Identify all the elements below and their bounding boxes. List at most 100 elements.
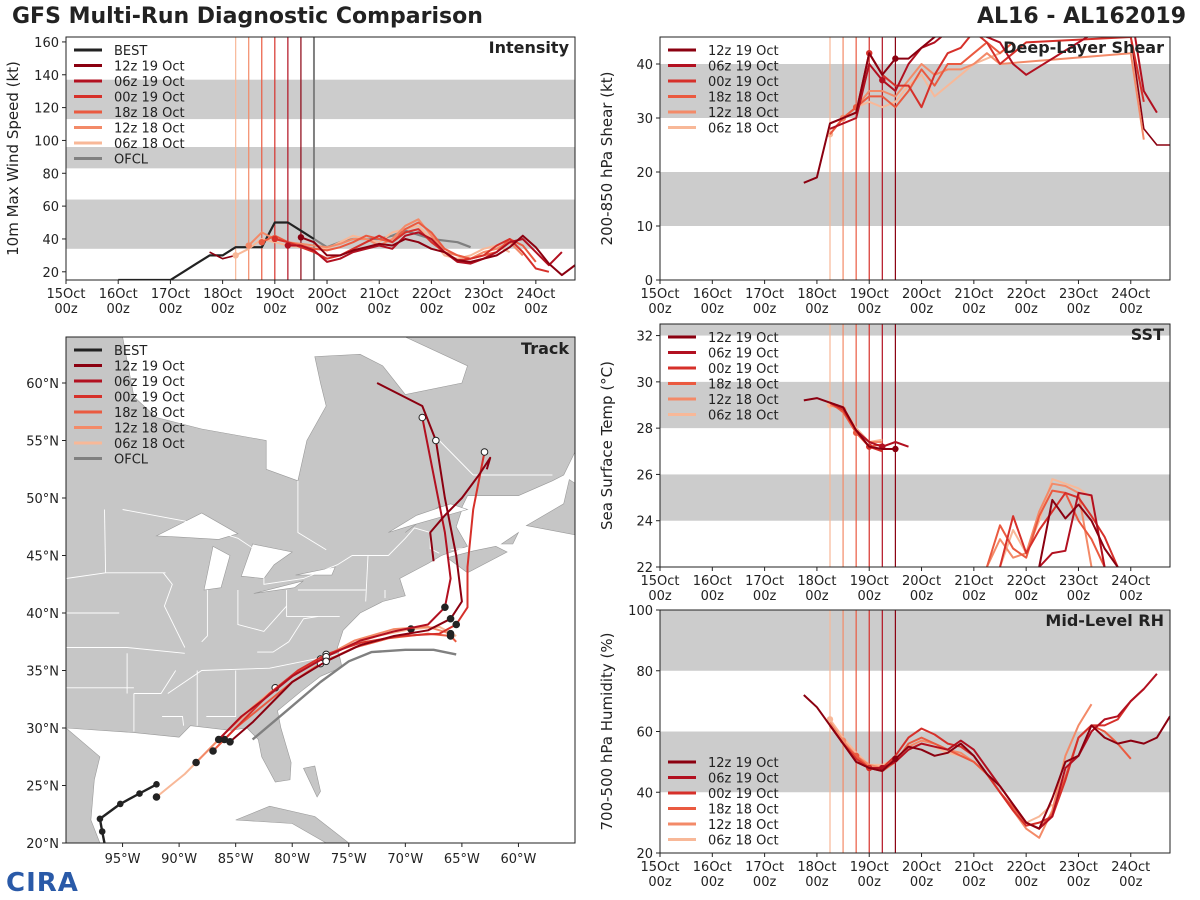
track-hook: [429, 456, 492, 562]
init-dot-0: [892, 445, 899, 453]
xtick-label: 18Oct: [797, 860, 836, 875]
border-11: [237, 590, 287, 632]
panel-intensity: 2040608010012014016015Oct00z16Oct00z17Oc…: [4, 36, 576, 317]
border-21: [450, 532, 474, 551]
border-0: [122, 509, 440, 585]
xtick-label: 19Oct: [850, 860, 889, 875]
cira-logo: CIRA: [6, 868, 79, 898]
legend-label: 12z 18 Oct: [708, 106, 779, 121]
band-1: [66, 147, 575, 169]
xtick-label: 19Oct: [850, 574, 889, 589]
xtick-label: 00z: [1014, 875, 1038, 890]
ytick-label: 100: [34, 134, 59, 149]
init-dot-5: [232, 252, 239, 259]
land-0: [66, 337, 101, 843]
xtick-label: 80°W: [274, 852, 310, 867]
ytick-label: 28: [636, 422, 653, 437]
legend-label: 12z 19 Oct: [708, 756, 779, 771]
xtick-label: 00z: [368, 302, 392, 317]
xtick-label: 00z: [805, 589, 829, 604]
best-point: [136, 790, 143, 797]
xtick-label: 00z: [263, 302, 287, 317]
init-dot-2: [271, 235, 279, 243]
xtick-label: 00z: [1014, 302, 1038, 317]
xtick-label: 00z: [701, 589, 725, 604]
best-point: [153, 781, 160, 788]
panel-title: Deep-Layer Shear: [1003, 38, 1164, 57]
xtick-label: 15Oct: [640, 287, 679, 302]
xtick-label: 17Oct: [151, 287, 190, 302]
storm-id: AL16 - AL162019: [977, 4, 1186, 29]
legend-label: 06z 19 Oct: [708, 347, 779, 362]
legend-label: BEST: [114, 44, 147, 59]
xtick-label: 18Oct: [797, 287, 836, 302]
ylabel: 10m Max Wind Speed (kt): [4, 61, 22, 256]
xtick-label: 00z: [54, 302, 78, 317]
xtick-label: 19Oct: [255, 287, 294, 302]
ylabel: 200-850 hPa Shear (kt): [598, 72, 616, 246]
water-4: [295, 566, 336, 576]
plot-area: [66, 37, 575, 280]
legend-label: 06z 18 Oct: [708, 122, 779, 137]
plot-area: [660, 37, 1170, 280]
band-0: [660, 474, 1170, 521]
init-dot-0: [892, 55, 899, 62]
track-point: [418, 413, 427, 422]
xtick-label: 00z: [1119, 589, 1143, 604]
track-point: [480, 448, 489, 456]
plot-area: [660, 324, 1170, 567]
xtick-label: 00z: [910, 589, 934, 604]
track-series-0: [229, 382, 463, 743]
xtick-label: 00z: [1067, 589, 1091, 604]
xtick-label: 24Oct: [1111, 860, 1150, 875]
legend-label: 12z 19 Oct: [114, 60, 185, 75]
track-point: [446, 614, 455, 623]
track-point: [441, 603, 449, 612]
ytick-label: 24: [636, 515, 653, 530]
legend-label: 12z 19 Oct: [708, 331, 779, 346]
ytick-label: 20: [42, 266, 59, 281]
xtick-label: 00z: [753, 589, 777, 604]
xtick-label: 95°W: [105, 852, 141, 867]
xtick-label: 24Oct: [1111, 574, 1150, 589]
ytick-label: 20: [636, 166, 653, 181]
ytick-label: 80: [42, 167, 59, 182]
xtick-label: 24Oct: [516, 287, 555, 302]
legend-label: OFCL: [114, 153, 149, 168]
xtick-label: 00z: [701, 875, 725, 890]
ytick-label: 30°N: [26, 722, 59, 737]
xtick-label: 20Oct: [308, 287, 347, 302]
xtick-label: 22Oct: [1007, 287, 1046, 302]
series-4: [829, 52, 1145, 140]
track-point: [432, 436, 440, 445]
band-2: [660, 324, 1170, 336]
ytick-label: 35°N: [26, 665, 59, 680]
xtick-label: 00z: [472, 302, 496, 317]
init-dot-4: [245, 242, 252, 249]
xtick-label: 00z: [858, 302, 882, 317]
ytick-label: 30: [636, 112, 653, 127]
ytick-label: 160: [34, 36, 59, 51]
xtick-label: 00z: [805, 302, 829, 317]
xtick-label: 19Oct: [850, 287, 889, 302]
ytick-label: 40: [42, 233, 59, 248]
panel-track: 95°W 90°W 85°W 80°W 75°W 70°W 65°W 60°W 20°N 25°N…: [26, 336, 576, 867]
ytick-label: 20: [636, 847, 653, 862]
water-5: [122, 337, 468, 482]
xtick-label: 85°W: [218, 852, 254, 867]
init-dot-1: [879, 77, 886, 84]
border-7: [133, 670, 177, 694]
border-23: [438, 440, 553, 476]
band-0: [660, 172, 1170, 226]
land-3: [500, 531, 520, 545]
xtick-label: 18Oct: [203, 287, 242, 302]
legend-label: 06z 19 Oct: [114, 75, 185, 90]
init-dot-1: [284, 242, 292, 249]
xtick-label: 24Oct: [1111, 287, 1150, 302]
xtick-label: 00z: [211, 302, 235, 317]
band-1: [660, 381, 1170, 429]
legend-label: 00z 19 Oct: [114, 91, 185, 106]
